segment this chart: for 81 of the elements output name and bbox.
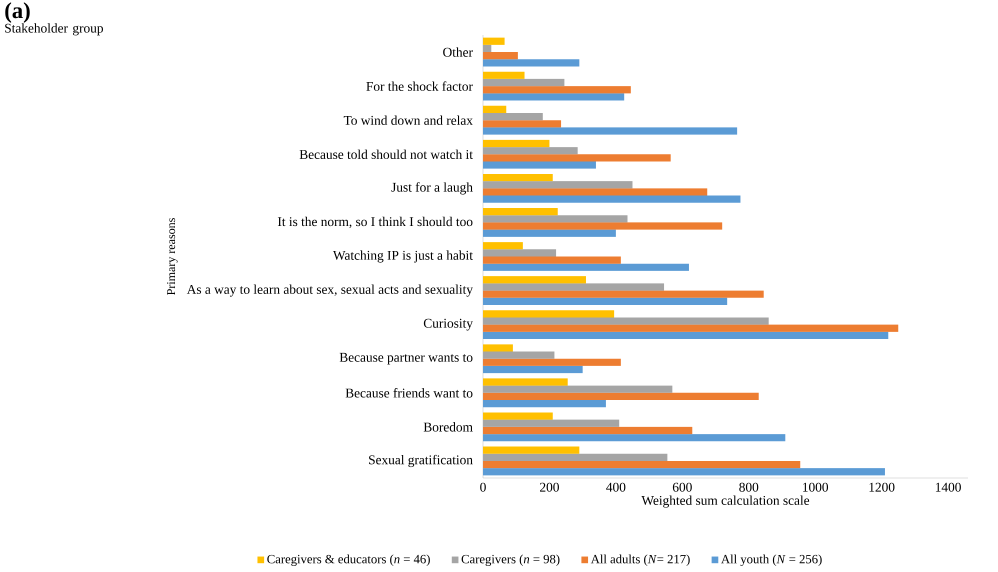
bar xyxy=(483,127,738,135)
x-tick-label: 1000 xyxy=(803,482,828,492)
bar xyxy=(483,93,624,101)
bar xyxy=(483,52,518,60)
x-tick-label: 0 xyxy=(480,482,486,492)
text: (a) xyxy=(5,2,30,23)
bar xyxy=(483,420,620,427)
y-tick-label: Because partner wants to xyxy=(340,352,472,365)
bar xyxy=(483,230,616,237)
x-axis-title: Weighted sum calculation scale xyxy=(641,496,810,508)
bar xyxy=(483,154,671,162)
bar xyxy=(483,378,568,386)
y-tick-label: As a way to learn about sex, sexual acts and sexuality xyxy=(186,284,473,297)
y-tick-label: Other xyxy=(443,47,473,57)
bar xyxy=(483,78,564,86)
y-axis-title: Primary reasons xyxy=(167,218,178,295)
bar xyxy=(483,59,580,66)
bar xyxy=(483,208,558,216)
bar xyxy=(483,454,668,461)
bar xyxy=(483,310,614,318)
bar xyxy=(483,352,554,359)
legend-title: Stakeholder group xyxy=(5,23,103,36)
x-tick-label: 600 xyxy=(672,482,692,492)
bar xyxy=(483,344,513,352)
legend-label: All adults (N= 217) xyxy=(590,554,690,566)
bar xyxy=(483,434,786,442)
y-tick-label: For the shock factor xyxy=(366,81,473,91)
bar xyxy=(483,242,523,250)
y-tick-label: Boredom xyxy=(424,422,473,432)
y-tick-label: Sexual gratification xyxy=(369,454,473,468)
bar xyxy=(483,222,722,230)
bar xyxy=(483,174,553,182)
bar xyxy=(483,446,580,454)
bar xyxy=(483,44,492,52)
legend-label: Caregivers & educators (n = 46) xyxy=(267,554,430,566)
bar xyxy=(483,332,888,340)
bar xyxy=(483,386,672,393)
y-tick-label: Watching IP is just a habit xyxy=(332,250,473,263)
bar xyxy=(483,86,631,94)
bar xyxy=(483,468,885,476)
y-tick-label: Because told should not watch it xyxy=(300,150,473,159)
x-tick-label: 1400 xyxy=(936,482,961,492)
bar xyxy=(483,317,769,325)
bar xyxy=(483,188,708,196)
bar xyxy=(483,392,759,400)
bar xyxy=(483,181,632,188)
bar xyxy=(483,276,586,284)
x-tick-label: 800 xyxy=(739,482,758,492)
y-tick-label: It is the norm, so I think I should too xyxy=(278,216,472,228)
x-tick-label: 400 xyxy=(606,482,626,492)
bar xyxy=(483,196,740,203)
bar xyxy=(483,460,800,468)
bar xyxy=(483,366,583,374)
bar xyxy=(483,426,692,434)
bar xyxy=(483,249,556,256)
y-tick-label: Because friends want to xyxy=(346,388,472,398)
bar xyxy=(483,283,664,291)
bar xyxy=(483,161,596,169)
bar xyxy=(483,120,562,128)
y-tick-label: Curiosity xyxy=(424,318,473,331)
bar xyxy=(483,298,728,305)
y-tick-label: Just for a laugh xyxy=(391,182,473,194)
bar xyxy=(483,290,764,298)
legend-label: Caregivers (n = 98) xyxy=(462,554,560,566)
legend-label: All youth (N = 256) xyxy=(721,554,822,566)
bar xyxy=(483,106,506,113)
bar xyxy=(483,38,505,45)
bar xyxy=(483,400,606,408)
bar xyxy=(483,412,553,420)
bar xyxy=(483,256,621,264)
bar xyxy=(483,358,621,366)
bar xyxy=(483,112,543,120)
bar xyxy=(483,72,525,79)
y-tick-label: To wind down and relax xyxy=(344,115,473,125)
bar xyxy=(483,140,550,148)
x-tick-label: 1200 xyxy=(869,482,894,492)
bar xyxy=(483,215,628,222)
bar xyxy=(483,264,689,271)
bar xyxy=(483,147,578,154)
x-tick-label: 200 xyxy=(540,482,559,492)
bar xyxy=(483,324,898,332)
